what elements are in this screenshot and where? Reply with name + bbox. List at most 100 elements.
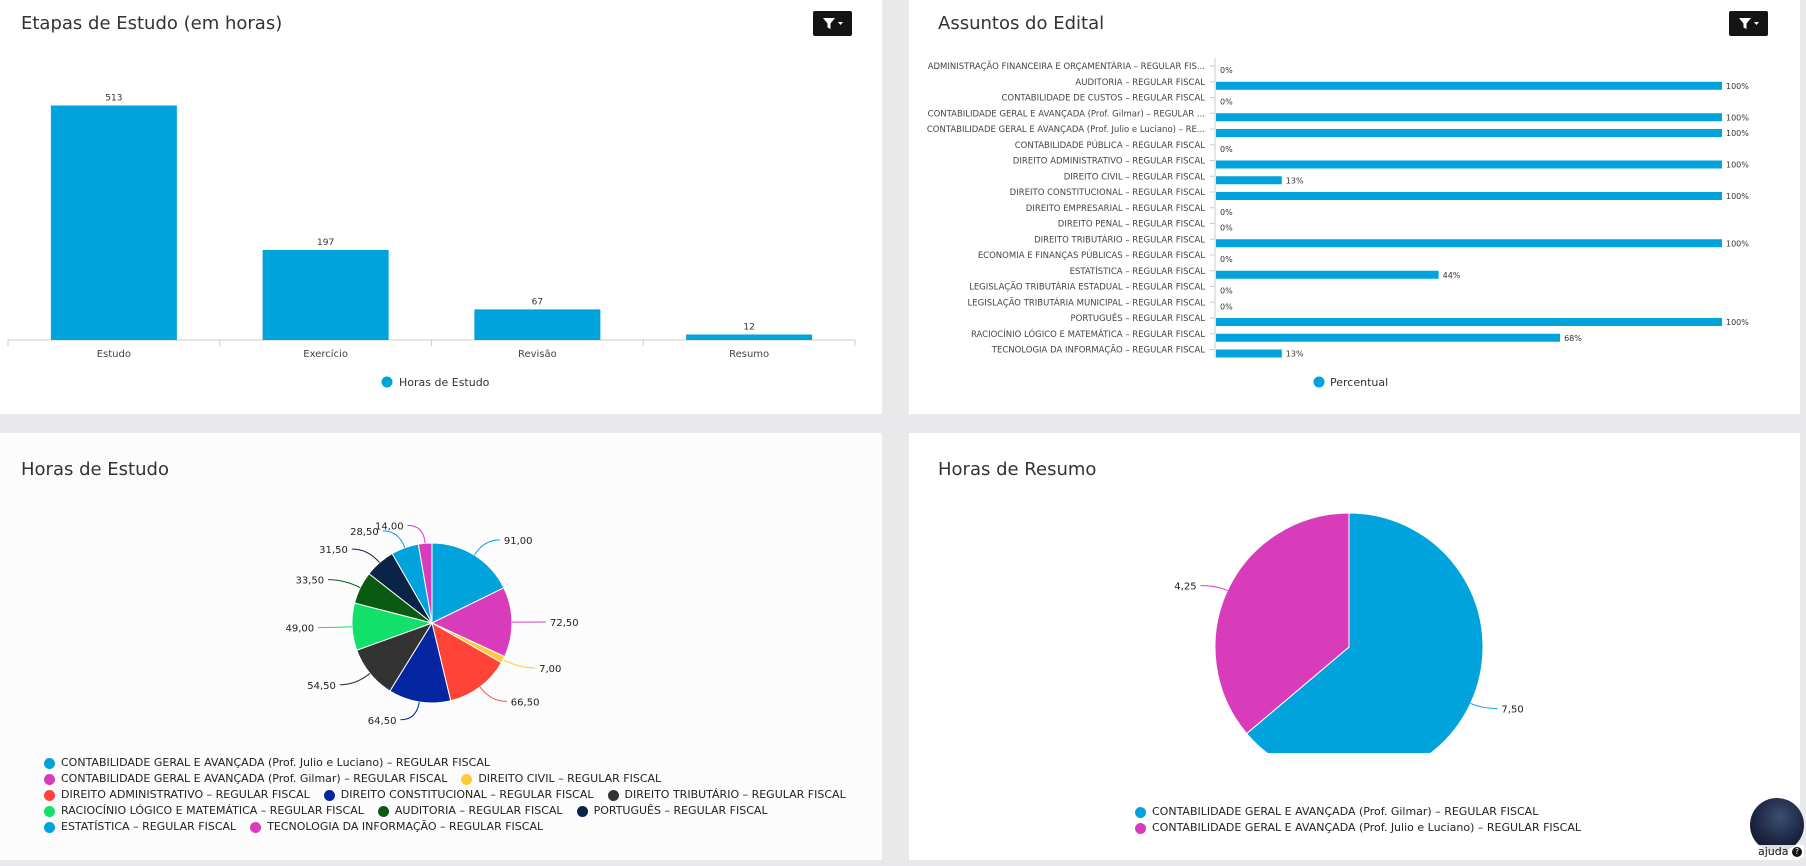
subjects-filter-button[interactable] <box>1729 11 1768 36</box>
stages-bar-chart: 513 Estudo 197 Exercício 67 Revisão 12 Resumo Ho… <box>7 93 856 389</box>
legend-label: CONTABILIDADE GERAL E AVANÇADA (Prof. Ju… <box>61 756 490 769</box>
legend-item[interactable]: AUDITORIA – REGULAR FISCAL <box>377 803 563 819</box>
legend-item[interactable]: CONTABILIDADE GERAL E AVANÇADA (Prof. Ju… <box>44 755 490 771</box>
bar <box>1216 113 1722 122</box>
y-tick-label: RACIOCÍNIO LÓGICO E MATEMÁTICA – REGULAR… <box>971 328 1205 340</box>
legend-marker <box>576 805 588 817</box>
y-tick-label: ADMINISTRAÇÃO FINANCEIRA E ORÇAMENTÁRIA … <box>928 60 1205 72</box>
help-button[interactable]: ajuda ? <box>1750 798 1806 860</box>
summary-hours-title: Horas de Resumo <box>938 459 1097 480</box>
leader-line <box>479 686 507 702</box>
slice-data-label: 64,50 <box>368 716 397 727</box>
legend-label: Percentual <box>1330 376 1388 389</box>
data-label: 12 <box>743 323 754 333</box>
legend-marker <box>461 773 473 785</box>
bar <box>1216 318 1722 326</box>
subjects-panel: Assuntos do Edital ADMINISTRAÇÃO FINANCE… <box>909 0 1800 414</box>
slice-data-label: 14,00 <box>375 521 404 532</box>
x-tick-label: Estudo <box>97 349 131 360</box>
legend-row: DIREITO ADMINISTRATIVO – REGULAR FISCAL D… <box>44 787 874 803</box>
data-label: 0% <box>1220 302 1233 311</box>
stages-filter-button[interactable] <box>813 11 852 36</box>
legend-label: CONTABILIDADE GERAL E AVANÇADA (Prof. Gi… <box>1152 805 1539 818</box>
y-tick-label: LEGISLAÇÃO TRIBUTÁRIA ESTADUAL – REGULAR… <box>969 281 1205 293</box>
legend-item[interactable]: CONTABILIDADE GERAL E AVANÇADA (Prof. Gi… <box>1135 804 1538 820</box>
slice-data-label: 28,50 <box>350 527 379 538</box>
leader-line <box>1470 702 1498 709</box>
legend-row: CONTABILIDADE GERAL E AVANÇADA (Prof. Gi… <box>1135 804 1735 820</box>
x-tick-label: Revisão <box>518 349 557 360</box>
leader-line <box>318 626 353 629</box>
pie-slice <box>1214 512 1350 735</box>
filter-icon <box>1738 17 1759 29</box>
summary-hours-pie-chart: 7,50 4,25 <box>1174 512 1524 753</box>
avatar <box>1750 798 1804 852</box>
y-tick-label: CONTABILIDADE PÚBLICA – REGULAR FISCAL <box>1015 139 1206 151</box>
data-label: 100% <box>1726 239 1749 248</box>
legend-label: TECNOLOGIA DA INFORMAÇÃO – REGULAR FISCA… <box>267 820 544 833</box>
legend-label: DIREITO CIVIL – REGULAR FISCAL <box>478 772 662 785</box>
legend-item[interactable]: DIREITO ADMINISTRATIVO – REGULAR FISCAL <box>44 787 310 803</box>
y-tick-label: TECNOLOGIA DA INFORMAÇÃO – REGULAR FISCA… <box>991 345 1205 356</box>
legend-label: DIREITO TRIBUTÁRIO – REGULAR FISCAL <box>624 788 846 801</box>
legend-item[interactable]: DIREITO TRIBUTÁRIO – REGULAR FISCAL <box>607 787 846 803</box>
legend-marker <box>44 757 55 769</box>
legend-marker <box>44 773 55 785</box>
legend-item[interactable]: TECNOLOGIA DA INFORMAÇÃO – REGULAR FISCA… <box>250 819 543 835</box>
legend-label: PORTUGUÊS – REGULAR FISCAL <box>593 804 768 817</box>
legend-label: CONTABILIDADE GERAL E AVANÇADA (Prof. Ju… <box>1152 821 1581 834</box>
leader-line <box>502 659 536 669</box>
leader-line <box>400 701 420 721</box>
slice-data-label: 72,50 <box>550 618 579 629</box>
legend-marker <box>1135 822 1146 834</box>
bar <box>1216 81 1722 90</box>
legend-label: ESTATÍSTICA – REGULAR FISCAL <box>61 820 237 833</box>
leader-line <box>1200 585 1228 592</box>
data-label: 0% <box>1220 98 1233 107</box>
data-label: 100% <box>1726 129 1749 138</box>
y-tick-label: DIREITO EMPRESARIAL – REGULAR FISCAL <box>1026 204 1205 214</box>
slice-data-label: 54,50 <box>307 681 336 692</box>
stages-title: Etapas de Estudo (em horas) <box>21 13 283 34</box>
legend-item[interactable]: RACIOCÍNIO LÓGICO E MATEMÁTICA – REGULAR… <box>44 803 364 819</box>
bar <box>474 309 601 340</box>
stages-panel: Etapas de Estudo (em horas) 513 Estudo 197… <box>0 0 882 414</box>
data-label: 0% <box>1220 224 1233 233</box>
y-tick-label: DIREITO CONSTITUCIONAL – REGULAR FISCAL <box>1010 188 1206 198</box>
legend-item[interactable]: CONTABILIDADE GERAL E AVANÇADA (Prof. Gi… <box>44 771 447 787</box>
data-label: 44% <box>1443 271 1461 280</box>
data-label: 197 <box>317 238 334 248</box>
summary-hours-legend: CONTABILIDADE GERAL E AVANÇADA (Prof. Gi… <box>1135 804 1735 836</box>
pie-slice <box>389 621 452 704</box>
legend-item[interactable]: PORTUGUÊS – REGULAR FISCAL <box>576 803 768 819</box>
legend-row: CONTABILIDADE GERAL E AVANÇADA (Prof. Ju… <box>1135 820 1735 836</box>
slice-data-label: 7,00 <box>539 664 561 675</box>
data-label: 0% <box>1220 255 1233 264</box>
bar <box>1216 129 1722 137</box>
slice-data-label: 7,50 <box>1501 704 1523 715</box>
legend-item[interactable]: ESTATÍSTICA – REGULAR FISCAL <box>44 819 236 835</box>
slice-data-label: 66,50 <box>511 697 540 708</box>
y-tick-label: AUDITORIA – REGULAR FISCAL <box>1075 78 1205 88</box>
legend-row: ESTATÍSTICA – REGULAR FISCAL TECNOLOGIA D… <box>44 819 874 835</box>
legend-item[interactable]: DIREITO CONSTITUCIONAL – REGULAR FISCAL <box>323 787 594 803</box>
data-label: 68% <box>1564 334 1582 343</box>
y-tick-label: ESTATÍSTICA – REGULAR FISCAL <box>1070 265 1206 277</box>
data-label: 13% <box>1286 350 1304 359</box>
leader-line <box>382 530 406 548</box>
y-tick-label: DIREITO ADMINISTRATIVO – REGULAR FISCAL <box>1013 157 1205 167</box>
legend-item[interactable]: DIREITO CIVIL – REGULAR FISCAL <box>461 771 661 787</box>
bar <box>1216 239 1722 248</box>
legend-label: DIREITO ADMINISTRATIVO – REGULAR FISCAL <box>61 788 310 801</box>
legend-label: Horas de Estudo <box>399 376 490 389</box>
y-tick-label: PORTUGUÊS – REGULAR FISCAL <box>1071 312 1206 324</box>
summary-hours-panel: Horas de Resumo 7,50 4,25 CONTABILIDADE G… <box>909 433 1800 860</box>
leader-line <box>407 524 426 544</box>
legend-item[interactable]: CONTABILIDADE GERAL E AVANÇADA (Prof. Ju… <box>1135 820 1581 836</box>
y-tick-label: LEGISLAÇÃO TRIBUTÁRIA MUNICIPAL – REGULA… <box>968 296 1206 308</box>
data-label: 100% <box>1726 161 1749 170</box>
data-label: 0% <box>1220 66 1233 75</box>
legend-marker <box>381 376 393 388</box>
slice-data-label: 31,50 <box>319 545 348 556</box>
y-tick-label: CONTABILIDADE DE CUSTOS – REGULAR FISCAL <box>1001 94 1205 104</box>
